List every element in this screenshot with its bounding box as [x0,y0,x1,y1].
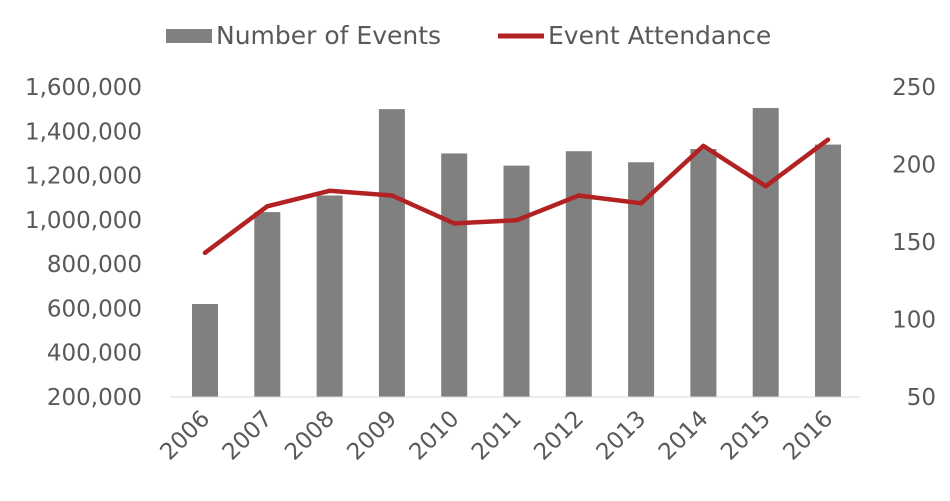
x-axis-tick-label: 2009 [342,406,402,466]
x-axis-tick-label: 2008 [280,406,340,466]
line-point [389,193,395,198]
bar [254,212,281,397]
left-axis-tick-label: 1,200,000 [25,164,142,190]
bar [441,153,468,397]
x-axis-tick-label: 2011 [467,406,527,466]
x-axis: 2006 2007 2008 2009 2010 2011 2012 2013 2014 2015… [155,406,838,466]
bar [565,151,592,397]
line-point [202,250,208,256]
right-axis-tick-label: 150 [892,230,936,256]
bar [690,149,717,397]
bar-series-number-of-events [192,108,841,398]
left-axis-tick-label: 1,600,000 [25,75,142,101]
line-point [576,193,581,198]
right-axis-tick-label: 200 [892,153,936,179]
left-axis-tick-label: 200,000 [47,385,142,411]
x-axis-tick-label: 2013 [592,406,652,466]
right-axis-tick-label: 100 [892,308,936,334]
line-point [763,184,768,189]
x-axis-tick-label: 2014 [654,406,714,466]
line-point [452,221,457,226]
left-axis: 200,000 400,000 600,000 800,000 1,000,000 1,2… [25,75,142,411]
line-series-event-attendance [202,137,831,256]
left-axis-tick-label: 600,000 [47,296,142,322]
legend-swatch-number-of-events [166,29,212,43]
legend-label-number-of-events: Number of Events [216,21,441,50]
bar [815,144,841,397]
x-axis-tick-label: 2012 [529,406,589,466]
left-axis-tick-label: 1,000,000 [25,208,142,234]
line-point [265,204,270,209]
x-axis-tick-label: 2016 [778,406,838,466]
line-point [327,188,332,194]
left-axis-tick-label: 400,000 [47,341,142,367]
right-axis-tick-label: 50 [907,385,936,411]
right-axis-tick-label: 250 [892,75,936,101]
x-axis-tick-label: 2010 [405,406,465,466]
bar [503,165,530,397]
x-axis-tick-label: 2015 [716,406,776,466]
line-point [638,201,644,206]
line-point [514,218,519,223]
bar [752,108,779,398]
x-axis-tick-label: 2006 [155,406,215,466]
legend: Number of Events Event Attendance [166,21,771,50]
bar [316,195,343,397]
left-axis-tick-label: 800,000 [47,252,142,278]
bar [378,109,405,398]
legend-label-event-attendance: Event Attendance [548,21,771,50]
right-axis: 50 100 150 200 250 [892,75,936,411]
x-axis-tick-label: 2007 [218,406,278,466]
left-axis-tick-label: 1,400,000 [25,119,142,145]
line-point [825,137,831,142]
bar [192,304,218,397]
line-point [701,143,706,149]
